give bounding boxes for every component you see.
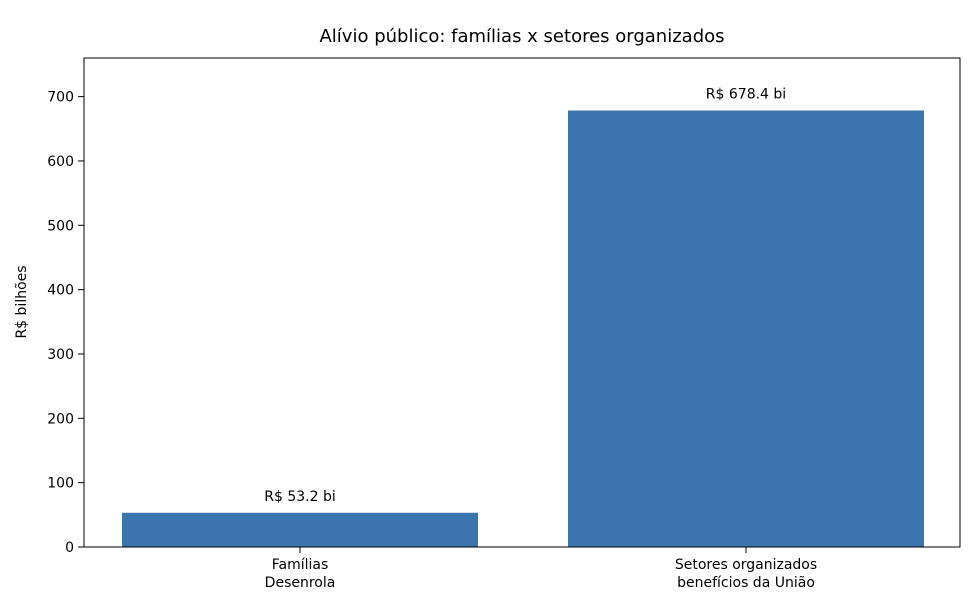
- bar-0: [122, 512, 478, 547]
- x-tick-label: Famílias: [272, 557, 329, 573]
- data-label-0: R$ 53.2 bi: [264, 489, 335, 505]
- data-label-1: R$ 678.4 bi: [706, 87, 786, 103]
- plot-frame: [83, 57, 961, 548]
- y-tick-label: 0: [65, 540, 74, 556]
- y-axis-ticks: 0 100 200 300 400 500 600 700: [47, 90, 84, 556]
- y-tick-label: 700: [47, 90, 74, 106]
- y-tick-label: 400: [47, 283, 74, 299]
- y-tick-label: 600: [47, 154, 74, 170]
- x-tick-label: Setores organizados: [675, 557, 817, 573]
- y-tick-label: 300: [47, 347, 74, 363]
- data-labels: R$ 53.2 bi R$ 678.4 bi: [264, 87, 786, 505]
- chart-title: Alívio público: famílias x setores organ…: [319, 26, 724, 47]
- x-axis-ticks: Famílias Desenrola Setores organizados bene…: [265, 547, 817, 591]
- y-tick-label: 200: [47, 411, 74, 427]
- bar-1: [568, 110, 924, 547]
- y-tick-label: 100: [47, 476, 74, 492]
- x-tick-label: Desenrola: [265, 575, 336, 591]
- y-axis-label: R$ bilhões: [14, 265, 30, 338]
- y-tick-label: 500: [47, 218, 74, 234]
- bars: [122, 110, 924, 547]
- x-tick-label: benefícios da União: [677, 575, 815, 591]
